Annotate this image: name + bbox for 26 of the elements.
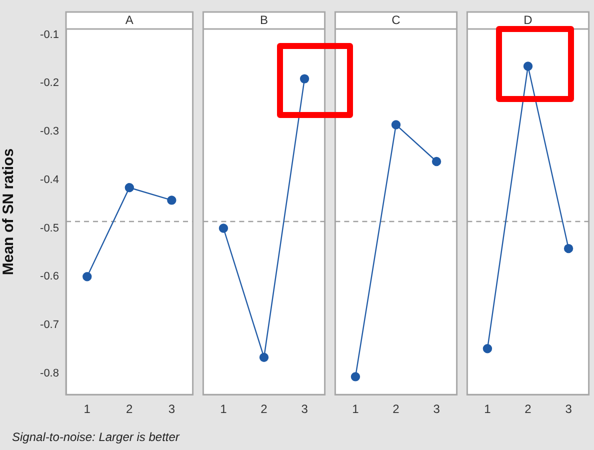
x-tick-label: 1 [84, 402, 91, 416]
y-tick-label: -0.6 [40, 270, 59, 283]
x-tick-label: 3 [168, 402, 176, 416]
y-axis-title: Mean of SN ratios [0, 148, 18, 276]
text: Signal-to-noise: Larger is better [12, 430, 180, 444]
y-tick-label: -0.7 [40, 318, 59, 331]
y-tick-label: -0.2 [40, 77, 59, 90]
chart-title: D [524, 12, 533, 27]
x-tick-label: 1 [484, 402, 492, 416]
x-tick-label: 2 [260, 402, 268, 416]
y-tick-label: -0.1 [40, 28, 59, 41]
chart-title: B [260, 12, 268, 27]
y-tick-label: -0.8 [40, 367, 59, 380]
y-tick-label: -0.4 [40, 174, 59, 186]
x-tick-label: 2 [392, 402, 400, 416]
x-tick-label: 3 [301, 402, 308, 416]
x-tick-label: 1 [352, 402, 360, 416]
chart-title: A [125, 12, 134, 27]
y-tick-label: -0.3 [40, 126, 59, 138]
x-tick-label: 1 [220, 402, 228, 416]
x-tick-label: 3 [565, 402, 572, 416]
x-tick-label: 2 [126, 402, 134, 416]
chart-title: C [392, 12, 401, 27]
y-tick-label: -0.5 [40, 222, 59, 234]
x-tick-label: 3 [433, 402, 440, 416]
x-tick-label: 2 [524, 402, 532, 416]
